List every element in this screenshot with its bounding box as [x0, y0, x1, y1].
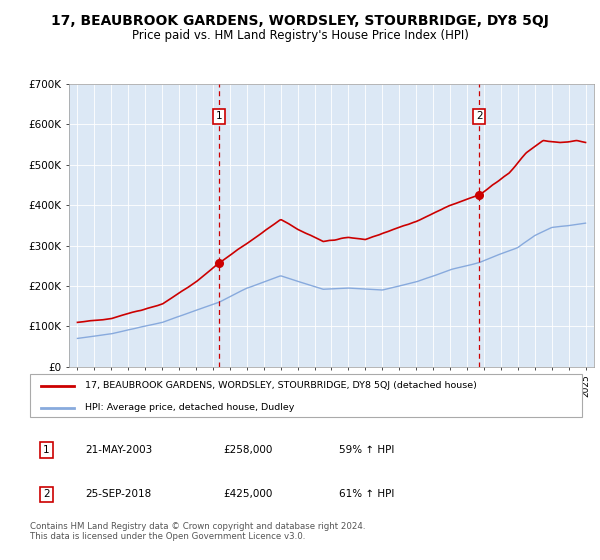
Text: 1: 1	[216, 111, 223, 122]
Text: £258,000: £258,000	[223, 445, 272, 455]
Text: Price paid vs. HM Land Registry's House Price Index (HPI): Price paid vs. HM Land Registry's House …	[131, 29, 469, 42]
Text: £425,000: £425,000	[223, 489, 272, 500]
Text: 61% ↑ HPI: 61% ↑ HPI	[339, 489, 394, 500]
Text: 1: 1	[43, 445, 50, 455]
Text: 2: 2	[476, 111, 482, 122]
Text: Contains HM Land Registry data © Crown copyright and database right 2024.
This d: Contains HM Land Registry data © Crown c…	[30, 522, 365, 542]
Text: 59% ↑ HPI: 59% ↑ HPI	[339, 445, 394, 455]
Text: 17, BEAUBROOK GARDENS, WORDSLEY, STOURBRIDGE, DY8 5QJ (detached house): 17, BEAUBROOK GARDENS, WORDSLEY, STOURBR…	[85, 381, 477, 390]
FancyBboxPatch shape	[30, 374, 582, 417]
Text: HPI: Average price, detached house, Dudley: HPI: Average price, detached house, Dudl…	[85, 403, 295, 412]
Text: 2: 2	[43, 489, 50, 500]
Text: 21-MAY-2003: 21-MAY-2003	[85, 445, 152, 455]
Text: 25-SEP-2018: 25-SEP-2018	[85, 489, 151, 500]
Text: 17, BEAUBROOK GARDENS, WORDSLEY, STOURBRIDGE, DY8 5QJ: 17, BEAUBROOK GARDENS, WORDSLEY, STOURBR…	[51, 14, 549, 28]
